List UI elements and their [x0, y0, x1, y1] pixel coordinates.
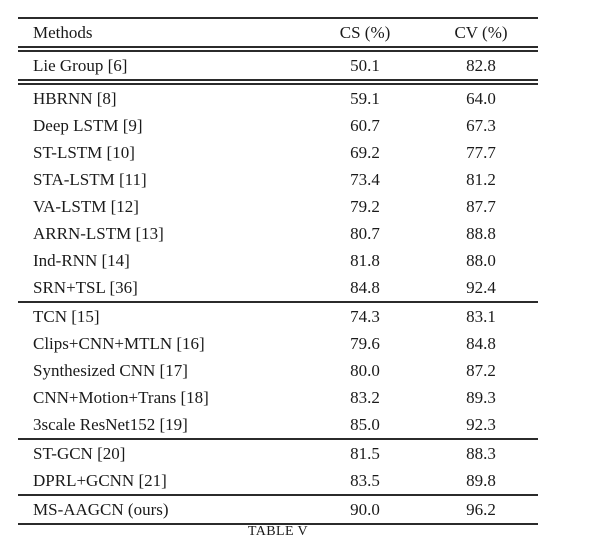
- cs-cell: 85.0: [350, 415, 380, 434]
- cv-cell: 84.8: [466, 334, 496, 353]
- method-cell: ST-GCN [20]: [33, 444, 126, 463]
- method-cell: Lie Group [6]: [33, 56, 128, 75]
- cv-cell: 92.3: [466, 415, 496, 434]
- cv-cell: 92.4: [466, 278, 496, 297]
- cs-cell: 90.0: [350, 500, 380, 519]
- method-cell: MS-AAGCN (ours): [33, 500, 169, 519]
- method-cell: 3scale ResNet152 [19]: [33, 415, 188, 434]
- cv-cell: 88.0: [466, 251, 496, 270]
- table-row: SRN+TSL [36] 84.8 92.4: [18, 274, 538, 302]
- table-row: ST-LSTM [10] 69.2 77.7: [18, 139, 538, 166]
- method-cell: Synthesized CNN [17]: [33, 361, 188, 380]
- cs-cell: 50.1: [350, 56, 380, 75]
- cv-cell: 64.0: [466, 89, 496, 108]
- cs-cell: 79.2: [350, 197, 380, 216]
- cs-cell: 73.4: [350, 170, 380, 189]
- method-cell: Clips+CNN+MTLN [16]: [33, 334, 205, 353]
- cv-cell: 83.1: [466, 307, 496, 326]
- table-row: Synthesized CNN [17] 80.0 87.2: [18, 357, 538, 384]
- method-cell: Ind-RNN [14]: [33, 251, 130, 270]
- method-cell: TCN [15]: [33, 307, 100, 326]
- header-row: Methods CS (%) CV (%): [18, 18, 538, 49]
- cv-cell: 67.3: [466, 116, 496, 135]
- cv-cell: 88.3: [466, 444, 496, 463]
- cs-cell: 59.1: [350, 89, 380, 108]
- method-cell: CNN+Motion+Trans [18]: [33, 388, 209, 407]
- table-row: STA-LSTM [11] 73.4 81.2: [18, 166, 538, 193]
- cv-cell: 89.8: [466, 471, 496, 490]
- cv-cell: 87.7: [466, 197, 496, 216]
- column-header-cs: CS (%): [339, 23, 391, 42]
- method-cell: SRN+TSL [36]: [33, 278, 138, 297]
- cs-cell: 83.2: [350, 388, 380, 407]
- cs-cell: 83.5: [350, 471, 380, 490]
- cs-cell: 60.7: [350, 116, 380, 135]
- table-row-ours: MS-AAGCN (ours) 90.0 96.2: [18, 495, 538, 524]
- table-row: Deep LSTM [9] 60.7 67.3: [18, 112, 538, 139]
- table-row: ST-GCN [20] 81.5 88.3: [18, 439, 538, 467]
- cv-cell: 87.2: [466, 361, 496, 380]
- method-cell: STA-LSTM [11]: [33, 170, 147, 189]
- table-row: ARRN-LSTM [13] 80.7 88.8: [18, 220, 538, 247]
- method-cell: ARRN-LSTM [13]: [33, 224, 164, 243]
- cs-cell: 69.2: [350, 143, 380, 162]
- method-cell: VA-LSTM [12]: [33, 197, 139, 216]
- cv-cell: 81.2: [466, 170, 496, 189]
- cs-cell: 80.0: [350, 361, 380, 380]
- results-table: Methods CS (%) CV (%) Lie Group [6] 50.1…: [18, 17, 538, 525]
- table-row: 3scale ResNet152 [19] 85.0 92.3: [18, 411, 538, 439]
- cs-cell: 81.8: [350, 251, 380, 270]
- cv-cell: 96.2: [466, 500, 496, 519]
- cs-cell: 80.7: [350, 224, 380, 243]
- column-header-methods: Methods: [33, 23, 93, 42]
- table-row: VA-LSTM [12] 79.2 87.7: [18, 193, 538, 220]
- cs-cell: 74.3: [350, 307, 380, 326]
- column-header-cv: CV (%): [454, 23, 508, 42]
- table-row: DPRL+GCNN [21] 83.5 89.8: [18, 467, 538, 495]
- method-cell: ST-LSTM [10]: [33, 143, 135, 162]
- cs-cell: 79.6: [350, 334, 380, 353]
- method-cell: HBRNN [8]: [33, 89, 117, 108]
- cs-cell: 81.5: [350, 444, 380, 463]
- cv-cell: 88.8: [466, 224, 496, 243]
- table-row: Clips+CNN+MTLN [16] 79.6 84.8: [18, 330, 538, 357]
- table-caption: TABLE V: [247, 524, 309, 539]
- table-row: HBRNN [8] 59.1 64.0: [18, 82, 538, 112]
- cv-cell: 82.8: [466, 56, 496, 75]
- table-row: TCN [15] 74.3 83.1: [18, 302, 538, 330]
- table-row: Lie Group [6] 50.1 82.8: [18, 49, 538, 82]
- cv-cell: 77.7: [466, 143, 496, 162]
- cv-cell: 89.3: [466, 388, 496, 407]
- table-row: Ind-RNN [14] 81.8 88.0: [18, 247, 538, 274]
- method-cell: Deep LSTM [9]: [33, 116, 143, 135]
- cs-cell: 84.8: [350, 278, 380, 297]
- method-cell: DPRL+GCNN [21]: [33, 471, 167, 490]
- table-row: CNN+Motion+Trans [18] 83.2 89.3: [18, 384, 538, 411]
